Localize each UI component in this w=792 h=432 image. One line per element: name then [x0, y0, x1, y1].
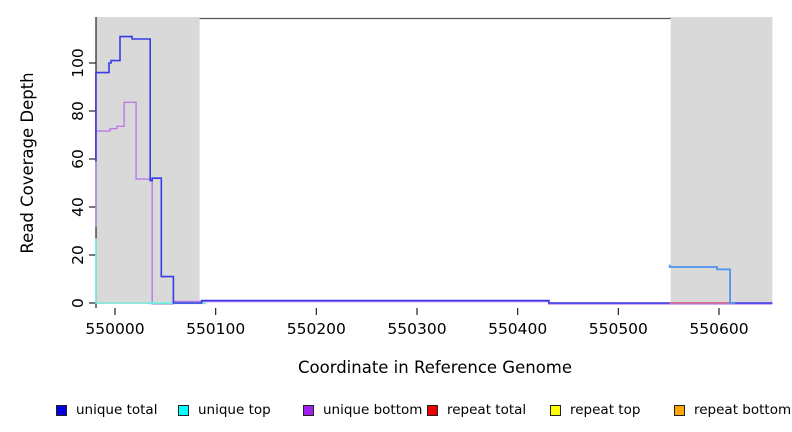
y-tick-label: 0 — [69, 298, 87, 308]
legend-item-unique-top: unique top — [178, 401, 271, 419]
unique-total-left — [95, 35, 670, 304]
legend-swatch-icon — [674, 404, 685, 416]
x-axis-title: Coordinate in Reference Genome — [298, 358, 572, 377]
shaded-region — [670, 17, 773, 303]
x-tick-label: 550600 — [689, 320, 748, 338]
x-tick-label: 550400 — [488, 320, 547, 338]
legend-item-unique-total: unique total — [56, 401, 157, 419]
legend-swatch-icon — [178, 404, 189, 416]
y-tick-label: 80 — [69, 101, 87, 121]
legend-item-unique-bottom: unique bottom — [303, 401, 422, 419]
legend-label: repeat total — [447, 402, 527, 418]
x-tick-label: 550200 — [287, 320, 346, 338]
y-tick-label: 100 — [69, 48, 87, 78]
legend-swatch-icon — [56, 404, 67, 416]
legend-label: unique bottom — [323, 402, 423, 418]
axes: 0 20 40 60 80 100 550000 550100 550200 550300 5504… — [69, 48, 749, 338]
legend-swatch-icon — [427, 404, 438, 416]
legend-label: repeat bottom — [694, 402, 792, 418]
y-tick-label: 20 — [69, 245, 87, 265]
unique-total-right-bump — [668, 264, 736, 304]
legend-label: unique total — [76, 402, 158, 418]
legend-swatch-icon — [550, 404, 561, 416]
coverage-series — [95, 35, 773, 305]
shaded-region — [95, 17, 200, 303]
x-tick-label: 550500 — [589, 320, 648, 338]
x-tick-label: 550000 — [85, 320, 144, 338]
shaded-repeat-regions — [95, 17, 773, 303]
x-tick-label: 550100 — [186, 320, 245, 338]
y-tick-label: 40 — [69, 197, 87, 217]
y-axis-title: Read Coverage Depth — [18, 72, 37, 253]
legend-swatch-icon — [303, 404, 314, 416]
legend: unique total unique top unique bottom repea… — [0, 401, 792, 423]
legend-item-repeat-bottom: repeat bottom — [674, 401, 791, 419]
legend-item-repeat-top: repeat top — [550, 401, 640, 419]
legend-label: repeat top — [570, 402, 641, 418]
legend-item-repeat-total: repeat total — [427, 401, 526, 419]
legend-label: unique top — [198, 402, 271, 418]
x-tick-label: 550300 — [387, 320, 446, 338]
y-tick-label: 60 — [69, 149, 87, 169]
